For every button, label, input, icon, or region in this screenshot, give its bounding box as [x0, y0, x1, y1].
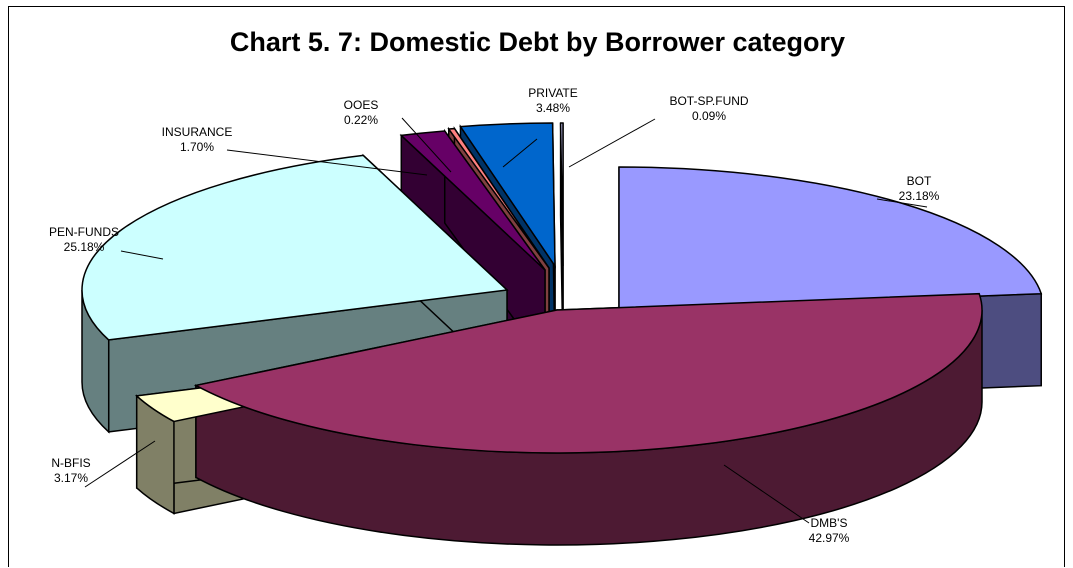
leader-line-bot — [876, 198, 928, 208]
leader-line-n-bfis — [84, 440, 156, 488]
label-pct-dmb-s: 42.97% — [809, 531, 850, 545]
label-pct-pen-funds: 25.18% — [64, 240, 105, 254]
slice-bot-sp-fund — [559, 122, 564, 267]
label-pct-bot-sp-fund: 0.09% — [692, 109, 726, 123]
label-name-n-bfis: N-BFIS — [51, 456, 90, 470]
label-name-pen-funds: PEN-FUNDS — [49, 225, 119, 239]
label-pct-insurance: 1.70% — [180, 140, 214, 154]
chart-title: Chart 5. 7: Domestic Debt by Borrower ca… — [229, 27, 846, 57]
label-pct-n-bfis: 3.17% — [54, 471, 88, 485]
slice-private — [459, 122, 556, 269]
slice-pen-funds — [81, 154, 509, 341]
slice-ooes — [447, 127, 550, 269]
slice-bot — [618, 166, 1043, 311]
pie-tops — [81, 122, 1043, 454]
label-pct-private: 3.48% — [536, 101, 570, 115]
leader-line-ooes — [401, 117, 452, 173]
label-name-bot-sp-fund: BOT-SP.FUND — [669, 94, 748, 108]
leader-line-pen-funds — [120, 250, 164, 260]
leader-line-bot-sp-fund — [568, 118, 656, 168]
leader-line-dmb-s — [723, 464, 810, 524]
slice-insurance — [399, 130, 546, 271]
label-name-bot: BOT — [907, 174, 932, 188]
label-name-private: PRIVATE — [528, 86, 578, 100]
chart-frame: Chart 5. 7: Domestic Debt by Borrower ca… — [8, 6, 1065, 567]
label-name-dmb-s: DMB'S — [811, 516, 848, 530]
label-pct-bot: 23.18% — [899, 189, 940, 203]
label-name-insurance: INSURANCE — [162, 125, 233, 139]
slice-dmb-s — [193, 292, 983, 454]
label-name-ooes: OOES — [344, 98, 379, 112]
leader-line-insurance — [226, 149, 428, 176]
leader-line-private — [502, 138, 538, 168]
label-pct-ooes: 0.22% — [344, 113, 378, 127]
